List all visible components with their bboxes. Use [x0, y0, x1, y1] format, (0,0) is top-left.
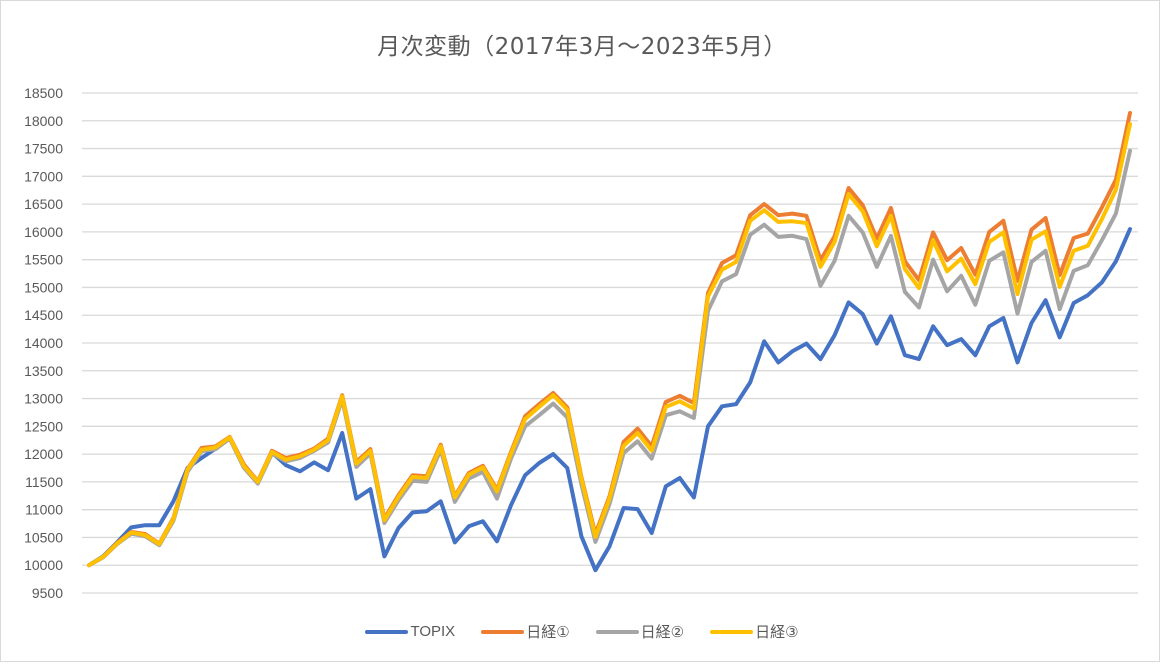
y-tick-label: 18000: [24, 113, 63, 129]
legend: TOPIX 日経① 日経② 日経③: [1, 621, 1162, 642]
y-tick-label: 17000: [24, 168, 63, 184]
y-tick-label: 16500: [24, 196, 63, 212]
y-tick-label: 14500: [24, 307, 63, 323]
legend-swatch-icon: [710, 629, 754, 634]
legend-label: TOPIX: [410, 623, 456, 640]
legend-item-2: 日経①: [481, 621, 570, 642]
y-tick-label: 12000: [24, 446, 63, 462]
y-axis-labels: 18500 18000 17500 17000 16500 16000 15500 15000…: [24, 85, 63, 601]
legend-swatch-icon: [481, 629, 525, 634]
y-tick-label: 18500: [24, 85, 63, 101]
legend-label: 日経③: [755, 624, 799, 641]
y-tick-label: 14000: [24, 335, 63, 351]
legend-swatch-icon: [365, 629, 409, 634]
series-lines: [87, 111, 1132, 573]
y-tick-label: 15500: [24, 252, 63, 268]
legend-item-4: 日経③: [710, 621, 799, 642]
y-tick-label: 16000: [24, 224, 63, 240]
legend-item-1: TOPIX: [365, 623, 455, 640]
y-tick-label: 11000: [25, 502, 63, 518]
y-tick-label: 9500: [32, 585, 63, 601]
y-tick-label: 13500: [24, 363, 63, 379]
legend-label: 日経①: [526, 624, 570, 641]
y-tick-label: 13000: [24, 391, 63, 407]
legend-label: 日経②: [640, 624, 685, 641]
y-tick-label: 12500: [24, 418, 63, 434]
y-tick-label: 17500: [24, 141, 63, 157]
y-tick-label: 11500: [25, 474, 63, 490]
chart-title: 月次変動（2017年3月～2023年5月）: [377, 34, 787, 60]
legend-item-3: 日経②: [595, 621, 685, 642]
legend-swatch-icon: [595, 629, 639, 634]
y-tick-label: 15000: [24, 279, 63, 295]
y-tick-label: 10500: [24, 529, 63, 545]
series-line-4: [87, 122, 1132, 568]
y-tick-label: 10000: [24, 557, 63, 573]
